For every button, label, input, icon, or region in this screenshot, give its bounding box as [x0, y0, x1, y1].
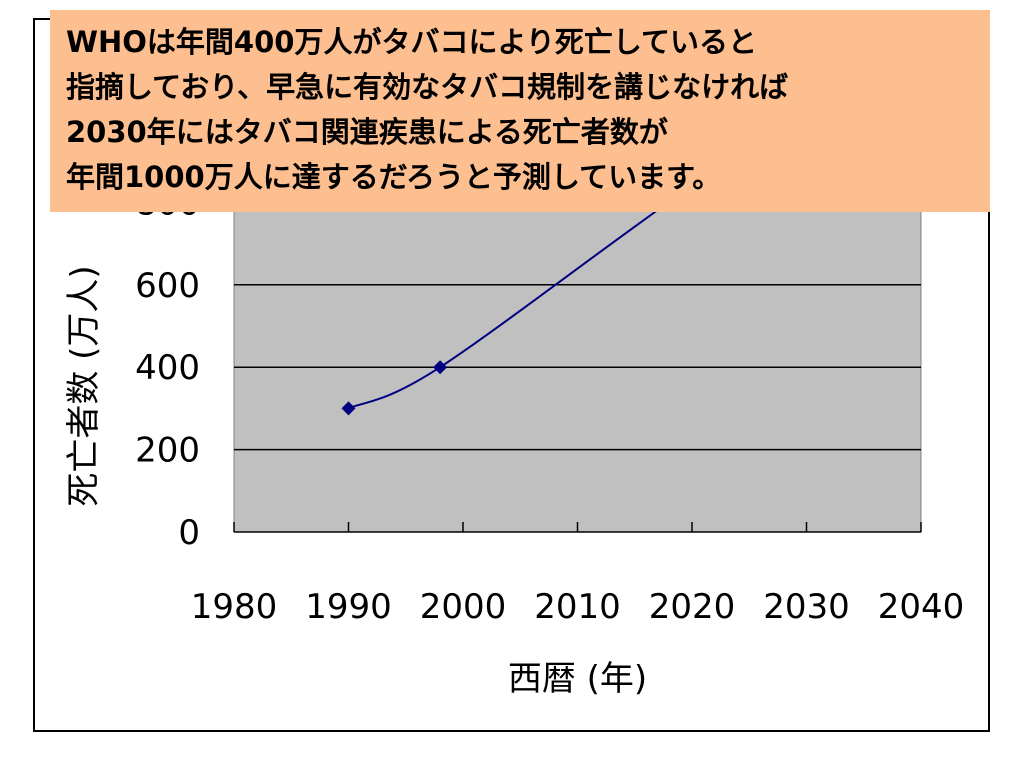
y-tick-label: 400	[135, 348, 200, 388]
callout-line-2: 指摘しており、早急に有効なタバコ規制を講じなければ	[66, 70, 789, 104]
x-tick-labels: 1980 1990 2000 2010 2020 2030 2040	[191, 587, 965, 627]
x-tick-label: 1990	[305, 587, 392, 627]
callout-box: WHOは年間400万人がタバコにより死亡していると 指摘しており、早急に有効なタ…	[50, 10, 990, 212]
y-axis-title: 死亡者数 (万人)	[64, 265, 104, 506]
y-tick-label: 0	[178, 513, 200, 553]
callout-line-3: 2030年にはタバコ関連疾患による死亡者数が	[66, 115, 668, 149]
callout-line-1: WHOは年間400万人がタバコにより死亡していると	[66, 25, 757, 59]
data-point	[433, 360, 448, 375]
y-tick-label: 600	[135, 266, 200, 306]
x-tick-label: 1980	[191, 587, 278, 627]
x-axis-title: 西暦 (年)	[508, 659, 647, 699]
x-tick-label: 2000	[420, 587, 507, 627]
y-tick-label: 200	[135, 431, 200, 471]
data-point	[341, 401, 356, 416]
callout-line-4: 年間1000万人に達するだろうと予測しています。	[66, 160, 722, 194]
x-tick-label: 2040	[878, 587, 965, 627]
x-tick-label: 2020	[649, 587, 736, 627]
x-ticks	[233, 522, 922, 532]
x-tick-label: 2010	[534, 587, 621, 627]
x-tick-label: 2030	[763, 587, 850, 627]
